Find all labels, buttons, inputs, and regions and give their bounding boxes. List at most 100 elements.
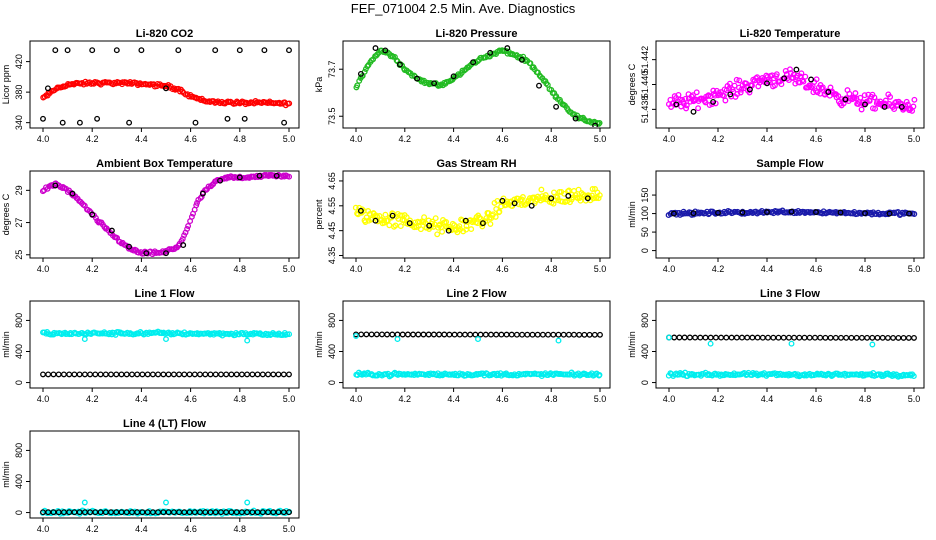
data-point (862, 101, 868, 108)
panel-title: Li-820 Temperature (740, 28, 841, 40)
data-point (722, 97, 729, 104)
data-point (832, 334, 839, 341)
data-point (372, 217, 379, 224)
data-point (270, 371, 277, 378)
plot-frame (29, 40, 300, 129)
data-point (399, 331, 406, 338)
data-point (102, 371, 109, 378)
data-point (409, 72, 415, 79)
data-point (139, 509, 146, 516)
data-point (426, 222, 433, 229)
x-tick-label: 4.6 (810, 134, 823, 144)
data-point (44, 85, 51, 92)
x-tick-label: 4.2 (399, 394, 412, 404)
x-tick-label: 4.6 (496, 394, 509, 404)
data-point (822, 334, 829, 341)
data-point (683, 102, 690, 109)
data-point (565, 192, 572, 199)
data-point (595, 195, 602, 202)
data-point (744, 334, 751, 341)
x-tick-label: 4.6 (184, 394, 197, 404)
data-point (286, 331, 293, 338)
data-point (692, 334, 699, 341)
data-point (596, 192, 603, 199)
data-point (864, 334, 871, 341)
data-point (123, 509, 130, 516)
data-point (456, 331, 463, 338)
data-point (417, 226, 424, 233)
data-point (723, 334, 730, 341)
data-point (108, 509, 114, 516)
data-point (726, 80, 733, 87)
data-point (108, 227, 115, 234)
data-point (431, 80, 438, 87)
data-point (739, 334, 745, 341)
data-point (584, 195, 591, 202)
data-point (882, 97, 889, 104)
data-points (665, 66, 918, 115)
data-point (60, 371, 67, 378)
data-point (887, 93, 894, 100)
data-point (212, 47, 219, 54)
data-point (165, 371, 172, 378)
data-point (373, 331, 380, 338)
y-tick-label: 73.5 (327, 107, 337, 125)
data-point (796, 334, 803, 341)
data-point (76, 119, 83, 126)
data-point (357, 70, 364, 77)
data-point (764, 209, 770, 216)
data-point (565, 331, 572, 338)
data-point (577, 197, 584, 204)
data-point (712, 334, 719, 341)
data-point (911, 334, 917, 341)
data-point (712, 370, 719, 377)
data-point (519, 194, 526, 200)
data-point (819, 84, 826, 91)
data-point (539, 331, 546, 338)
data-point (596, 119, 603, 126)
y-axis-label: kPa (314, 77, 324, 93)
data-point (825, 89, 832, 95)
data-point (666, 334, 672, 341)
data-point (683, 105, 690, 112)
data-point (64, 47, 71, 54)
data-point (895, 334, 902, 341)
plot-frame (29, 170, 300, 259)
data-point (693, 89, 700, 96)
data-point (827, 334, 834, 341)
data-point (165, 509, 172, 516)
data-point (441, 331, 448, 338)
data-point (548, 195, 555, 202)
data-point (764, 80, 770, 87)
data-point (550, 331, 557, 338)
data-point (581, 331, 588, 338)
panel-6: Sample Flow ml/min 4.0 4.2 4.4 4.6 4.8 5.0 0 50 10… (627, 158, 925, 274)
data-point (707, 340, 714, 347)
data-point (256, 172, 263, 179)
x-tick-label: 4.6 (184, 524, 197, 534)
series-2 (670, 208, 913, 217)
data-point (898, 103, 905, 110)
y-tick-label: 800 (327, 313, 337, 328)
data-point (421, 214, 428, 221)
panel-10: Line 4 (LT) Flow ml/min 4.0 4.2 4.4 4.6 4.8 5.0… (1, 418, 300, 534)
series-2 (40, 47, 292, 126)
data-point (671, 334, 678, 341)
data-point (513, 331, 520, 338)
data-point (184, 225, 191, 232)
data-point (143, 250, 150, 257)
data-point (76, 371, 83, 378)
x-tick-label: 4.4 (135, 394, 148, 404)
data-point (479, 223, 486, 230)
data-point (175, 47, 182, 54)
data-point (869, 334, 876, 341)
y-tick-label: 51.440 (640, 71, 650, 99)
y-tick-label: 73.7 (327, 60, 337, 78)
data-point (475, 336, 481, 343)
data-point (462, 217, 469, 224)
data-point (273, 172, 280, 179)
data-point (155, 509, 162, 516)
x-tick-label: 4.8 (545, 134, 558, 144)
data-point (40, 115, 46, 122)
